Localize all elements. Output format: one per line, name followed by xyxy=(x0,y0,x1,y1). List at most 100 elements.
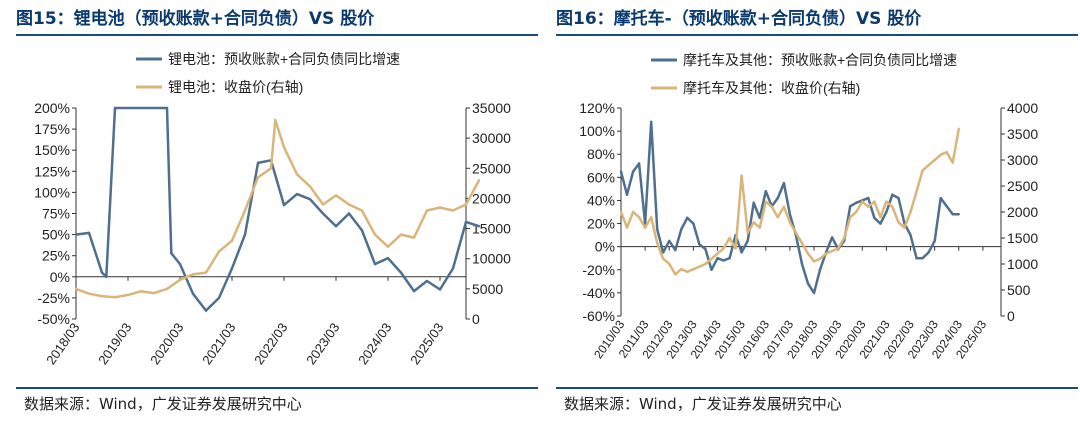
growth-point xyxy=(927,251,930,254)
growth-point xyxy=(704,247,707,251)
price-point xyxy=(806,252,810,255)
price-point xyxy=(867,205,870,208)
growth-point xyxy=(764,190,767,193)
chart-title: 图16：摩托车-（预收账款+合同负债）VS 股价 xyxy=(556,9,922,29)
left-tick-label: 150% xyxy=(34,142,70,158)
price-point xyxy=(680,268,683,271)
growth-point xyxy=(625,193,629,196)
price-point xyxy=(686,270,689,273)
right-tick-label: 0 xyxy=(1007,308,1015,324)
left-tick-label: 60% xyxy=(587,169,615,185)
growth-point xyxy=(178,262,182,266)
price-point xyxy=(909,210,912,214)
price-point xyxy=(412,236,416,239)
price-point xyxy=(933,158,936,162)
growth-point xyxy=(939,196,942,200)
chart-panel-motorcycle: 图16：摩托车-（预收账款+合同负债）VS 股价 120% 100% 80% 60% 4… xyxy=(556,0,1078,423)
left-tick-label: -25% xyxy=(37,290,70,306)
growth-point xyxy=(933,239,936,243)
price-point xyxy=(295,173,299,176)
left-tick-label: 20% xyxy=(587,216,615,232)
right-tick-label: 3500 xyxy=(1007,126,1038,142)
left-tick-label: 200% xyxy=(34,100,70,116)
price-point xyxy=(674,273,677,276)
price-point xyxy=(643,226,647,229)
price-point xyxy=(165,287,169,291)
price-point xyxy=(269,167,273,170)
growth-point xyxy=(686,216,689,219)
price-point xyxy=(425,209,429,212)
left-tick-label: -20% xyxy=(582,262,615,278)
price-point xyxy=(656,242,659,245)
left-tick-label: 0% xyxy=(50,269,70,285)
price-series-line xyxy=(75,118,481,299)
left-tick-label: 175% xyxy=(34,121,70,137)
growth-point xyxy=(830,236,834,239)
growth-point xyxy=(746,239,749,243)
growth-point xyxy=(855,201,858,204)
price-point xyxy=(477,179,481,182)
growth-point xyxy=(897,196,900,200)
right-tick-label: 1000 xyxy=(1007,256,1038,272)
growth-point xyxy=(295,192,299,196)
right-tick-label: 20000 xyxy=(472,190,511,206)
right-tick-label: 4000 xyxy=(1007,100,1038,116)
price-point xyxy=(843,236,846,240)
left-tick-label: 0% xyxy=(595,239,615,255)
growth-point xyxy=(951,213,954,216)
growth-point xyxy=(412,289,416,293)
price-point xyxy=(885,200,888,203)
left-tick-label: 25% xyxy=(42,248,70,264)
growth-point xyxy=(800,262,804,266)
price-point xyxy=(728,236,731,240)
growth-point xyxy=(631,170,635,173)
growth-point xyxy=(373,262,377,266)
price-point xyxy=(800,242,804,245)
price-point xyxy=(139,290,143,293)
price-point xyxy=(891,205,894,208)
price-point xyxy=(178,278,182,281)
right-tick-label: 500 xyxy=(1007,282,1031,298)
right-tick-label: 2500 xyxy=(1007,178,1038,194)
growth-point xyxy=(619,170,623,173)
growth-point xyxy=(867,196,870,200)
price-point xyxy=(746,231,749,234)
growth-point xyxy=(945,205,948,208)
price-point xyxy=(915,190,918,193)
right-tick-label: 0 xyxy=(472,311,480,327)
price-point xyxy=(734,247,737,250)
growth-point xyxy=(105,275,108,278)
price-point xyxy=(836,247,840,250)
growth-point xyxy=(165,106,169,110)
x-tick-label: 2025/03 xyxy=(407,320,446,367)
price-point xyxy=(619,210,623,214)
growth-point xyxy=(957,213,960,216)
price-point xyxy=(921,169,924,172)
growth-point xyxy=(879,222,882,225)
price-point xyxy=(274,118,277,122)
price-point xyxy=(230,239,234,242)
price-point xyxy=(668,262,671,266)
price-point xyxy=(957,127,960,130)
x-tick-label: 2022/03 xyxy=(251,320,290,367)
legend-label: 摩托车及其他：收盘价(右轴) xyxy=(683,80,860,96)
growth-point xyxy=(464,220,468,224)
x-tick-label: 2018/03 xyxy=(43,320,82,367)
price-point xyxy=(650,216,653,219)
growth-point xyxy=(217,296,221,300)
growth-point xyxy=(668,239,671,243)
price-point xyxy=(855,210,858,214)
price-point xyxy=(662,257,665,260)
left-tick-label: -50% xyxy=(37,311,70,327)
price-point xyxy=(282,146,286,149)
growth-point xyxy=(256,161,260,165)
left-tick-label: 80% xyxy=(587,146,615,162)
price-point xyxy=(152,291,156,295)
price-point xyxy=(399,233,403,236)
x-tick-label: 2020/03 xyxy=(147,320,186,367)
price-point xyxy=(879,216,882,219)
data-source: 数据来源：Wind，广发证券发展研究中心 xyxy=(564,395,842,413)
growth-point xyxy=(849,205,852,208)
growth-point xyxy=(915,257,918,260)
x-tick-label: 2019/03 xyxy=(95,320,134,367)
